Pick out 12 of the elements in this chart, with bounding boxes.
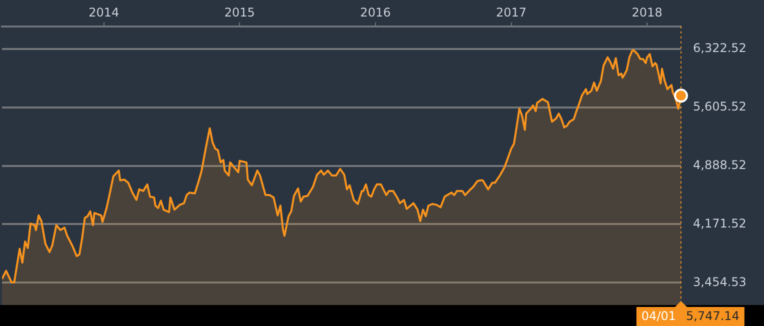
y-tick-label: 4,888.52 — [693, 158, 746, 172]
x-tick-label: 2018 — [632, 5, 662, 20]
x-tick-label: 2014 — [88, 5, 120, 20]
y-tick-label: 4,171.52 — [693, 216, 746, 230]
y-tick-label: 6,322.52 — [693, 41, 746, 56]
x-tick-label: 2017 — [496, 5, 527, 20]
text: 04/01 — [641, 309, 676, 324]
text: 5,747.14 — [686, 309, 740, 324]
x-tick-label: 2015 — [224, 5, 255, 20]
x-tick-label: 2016 — [360, 5, 391, 20]
y-tick-label: 5,605.52 — [693, 100, 746, 114]
y-tick-label: 3,454.53 — [693, 274, 746, 289]
